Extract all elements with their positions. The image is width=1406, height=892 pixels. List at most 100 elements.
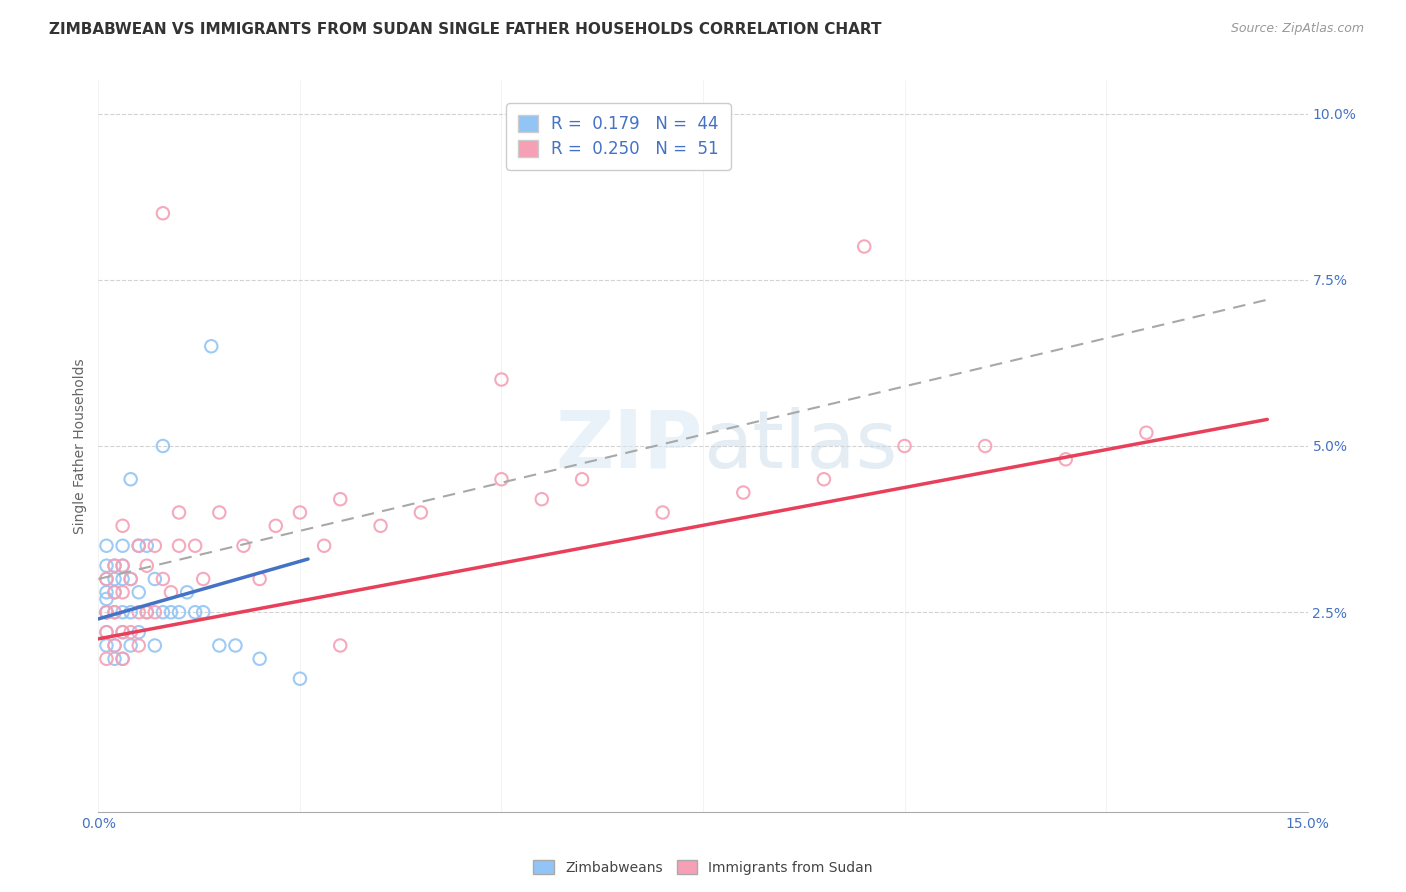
Point: [128, 625, 150, 640]
Point: [96, 639, 118, 653]
Point: [176, 585, 198, 599]
Point: [491, 372, 513, 386]
Point: [96, 605, 118, 619]
Point: [167, 506, 190, 520]
Point: [111, 585, 134, 599]
Point: [96, 558, 118, 573]
Point: [111, 652, 134, 666]
Point: [893, 439, 915, 453]
Point: [288, 672, 311, 686]
Point: [111, 539, 134, 553]
Point: [232, 539, 254, 553]
Point: [111, 558, 134, 573]
Point: [96, 605, 118, 619]
Point: [974, 439, 997, 453]
Point: [135, 539, 157, 553]
Point: [1054, 452, 1077, 467]
Point: [160, 585, 183, 599]
Point: [208, 506, 231, 520]
Point: [329, 639, 352, 653]
Legend: Zimbabweans, Immigrants from Sudan: Zimbabweans, Immigrants from Sudan: [527, 855, 879, 880]
Point: [135, 558, 157, 573]
Point: [143, 572, 166, 586]
Point: [96, 625, 118, 640]
Point: [152, 206, 174, 220]
Point: [96, 539, 118, 553]
Point: [571, 472, 593, 486]
Point: [409, 506, 432, 520]
Point: [96, 585, 118, 599]
Point: [651, 506, 673, 520]
Point: [96, 652, 118, 666]
Point: [96, 605, 118, 619]
Point: [143, 639, 166, 653]
Point: [128, 605, 150, 619]
Text: ZIP: ZIP: [555, 407, 703, 485]
Point: [152, 572, 174, 586]
Point: [111, 625, 134, 640]
Point: [111, 652, 134, 666]
Point: [103, 605, 125, 619]
Point: [249, 572, 271, 586]
Point: [184, 605, 207, 619]
Point: [167, 539, 190, 553]
Point: [853, 239, 876, 253]
Point: [160, 605, 183, 619]
Point: [96, 572, 118, 586]
Point: [120, 572, 142, 586]
Point: [120, 472, 142, 486]
Point: [249, 652, 271, 666]
Point: [193, 572, 215, 586]
Point: [200, 339, 222, 353]
Point: [96, 625, 118, 640]
Point: [103, 585, 125, 599]
Point: [733, 485, 755, 500]
Text: Source: ZipAtlas.com: Source: ZipAtlas.com: [1230, 22, 1364, 36]
Point: [128, 585, 150, 599]
Point: [103, 652, 125, 666]
Point: [128, 539, 150, 553]
Point: [314, 539, 336, 553]
Point: [152, 605, 174, 619]
Point: [128, 539, 150, 553]
Point: [143, 605, 166, 619]
Point: [184, 539, 207, 553]
Point: [96, 591, 118, 606]
Point: [152, 439, 174, 453]
Point: [111, 605, 134, 619]
Point: [491, 472, 513, 486]
Point: [111, 625, 134, 640]
Point: [530, 492, 553, 507]
Point: [103, 558, 125, 573]
Point: [103, 605, 125, 619]
Point: [120, 572, 142, 586]
Point: [103, 639, 125, 653]
Legend: R =  0.179   N =  44, R =  0.250   N =  51: R = 0.179 N = 44, R = 0.250 N = 51: [506, 103, 731, 169]
Point: [120, 625, 142, 640]
Point: [111, 572, 134, 586]
Point: [329, 492, 352, 507]
Point: [111, 518, 134, 533]
Point: [103, 572, 125, 586]
Point: [167, 605, 190, 619]
Point: [813, 472, 835, 486]
Text: ZIMBABWEAN VS IMMIGRANTS FROM SUDAN SINGLE FATHER HOUSEHOLDS CORRELATION CHART: ZIMBABWEAN VS IMMIGRANTS FROM SUDAN SING…: [49, 22, 882, 37]
Point: [208, 639, 231, 653]
Point: [128, 639, 150, 653]
Point: [288, 506, 311, 520]
Point: [103, 639, 125, 653]
Point: [120, 639, 142, 653]
Point: [264, 518, 287, 533]
Point: [120, 605, 142, 619]
Point: [111, 558, 134, 573]
Point: [1135, 425, 1157, 440]
Point: [103, 558, 125, 573]
Point: [193, 605, 215, 619]
Point: [143, 539, 166, 553]
Point: [135, 605, 157, 619]
Y-axis label: Single Father Households: Single Father Households: [73, 359, 87, 533]
Point: [103, 585, 125, 599]
Point: [224, 639, 246, 653]
Text: atlas: atlas: [703, 407, 897, 485]
Point: [135, 605, 157, 619]
